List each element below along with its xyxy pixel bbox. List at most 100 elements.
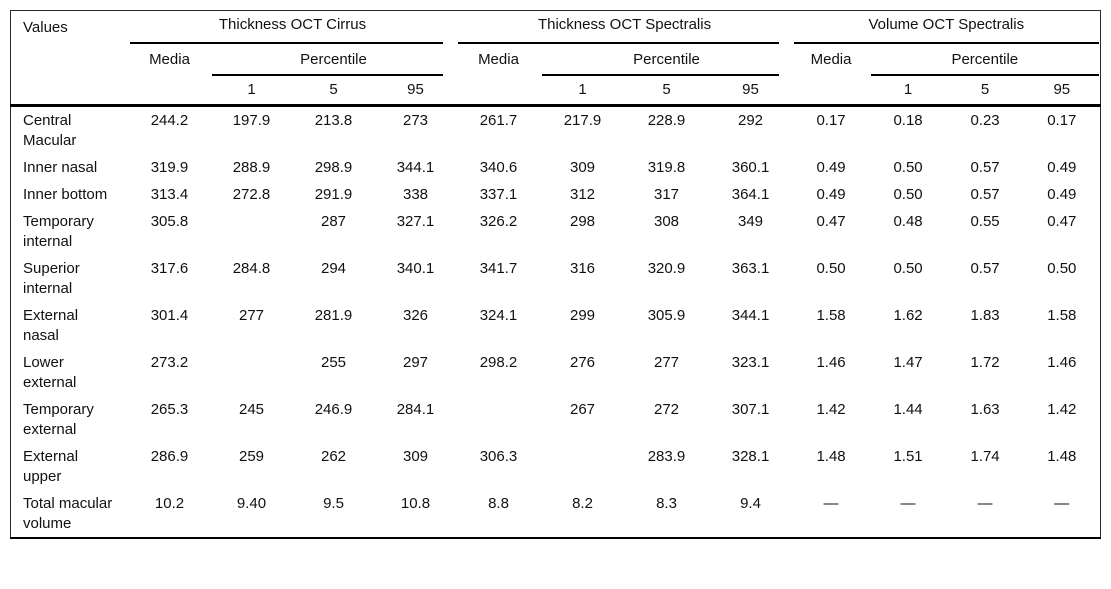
value-cell: 327.1 (396, 213, 435, 230)
table-row: Inner bottom 313.4 272.8 291.9 338 337.1 312 3… (11, 181, 1101, 208)
value-cell: 298.2 (479, 354, 518, 371)
value-cell: 259 (238, 448, 265, 465)
value-cell: 245 (238, 401, 265, 418)
value-cell: 364.1 (731, 186, 770, 203)
table-row: Central Macular 244.2 197.9 213.8 273 261.7 2… (10, 104, 1101, 154)
value-cell: 1.58 (1047, 307, 1077, 324)
value-cell: 267 (569, 401, 596, 418)
value-cell: 316 (569, 260, 596, 277)
table-row: External upper 286.9 259 262 309 306.3 283.9 3… (11, 443, 1101, 490)
value-cell: 0.50 (816, 260, 846, 277)
value-cell: 340.1 (396, 260, 435, 277)
value-cell (211, 349, 293, 396)
value-cell: 0.50 (893, 260, 923, 277)
percentile-col-header: 1 (578, 80, 587, 98)
value-cell: 286.9 (150, 448, 189, 465)
group-header-volume-spectralis: Volume OCT Spectralis (793, 11, 1101, 44)
value-cell: 0.50 (893, 186, 923, 203)
table-row: External nasal 301.4 277 281.9 326 324.1 299 3… (11, 302, 1101, 349)
value-cell: 319.8 (647, 159, 686, 176)
value-cell: 284.8 (232, 260, 271, 277)
media-header-cirrus: Media (149, 50, 190, 68)
oct-measurements-table: Values Thickness OCT Cirrus Thickness OC… (10, 10, 1102, 539)
value-cell: 0.18 (869, 104, 947, 154)
value-cell: 0.47 (1047, 213, 1077, 230)
value-cell: 276 (569, 354, 596, 371)
value-cell: 305.9 (647, 307, 686, 324)
group-title: Thickness OCT Spectralis (537, 15, 712, 33)
group-header-thickness-spectralis: Thickness OCT Spectralis (457, 11, 793, 44)
value-cell: 299 (569, 307, 596, 324)
row-label: External upper (23, 448, 79, 485)
value-cell (541, 443, 625, 490)
value-cell: 1.48 (816, 448, 846, 465)
value-cell: 0.55 (970, 213, 1000, 230)
table-row: Lower external 273.2 255 297 298.2 276 277 323… (11, 349, 1101, 396)
row-label: External nasal (23, 307, 79, 344)
percentile-title: Percentile (300, 50, 367, 68)
header-rule (793, 41, 1100, 44)
value-cell: 0.57 (970, 186, 1000, 203)
value-cell: 0.50 (893, 159, 923, 176)
value-cell: 301.4 (150, 307, 189, 324)
header-row-media-percentile: Media Percentile Media Percentile Media … (11, 44, 1101, 76)
value-cell: 0.17 (1023, 104, 1101, 154)
value-cell: 255 (320, 354, 347, 371)
value-cell: 1.46 (1047, 354, 1077, 371)
percentile-col-header: 95 (742, 80, 759, 98)
value-cell: 272.8 (232, 186, 271, 203)
value-cell: 313.4 (150, 186, 189, 203)
value-cell: 1.74 (970, 448, 1000, 465)
value-cell: 291.9 (314, 186, 353, 203)
percentile-col-header: 1 (247, 80, 256, 98)
value-cell: 312 (569, 186, 596, 203)
value-cell: 197.9 (210, 104, 293, 154)
percentile-header-volume: Percentile (870, 44, 1101, 76)
header-rule (129, 41, 443, 44)
table-row: Superior internal 317.6 284.8 294 340.1 341.… (11, 255, 1101, 302)
row-label: Inner nasal (23, 159, 98, 176)
row-label: Inner bottom (23, 186, 108, 203)
table-body: Central Macular 244.2 197.9 213.8 273 261.7 2… (10, 104, 1101, 539)
header-row-percentile-values: 1 5 95 1 5 95 1 5 95 (11, 76, 1101, 106)
value-cell: 328.1 (731, 448, 770, 465)
value-cell: 272 (653, 401, 680, 418)
value-cell: 9.40 (236, 495, 267, 512)
value-cell: 228.9 (624, 104, 709, 154)
row-label: Temporary internal (23, 213, 94, 250)
value-cell: 273.2 (150, 354, 189, 371)
value-cell: 0.49 (816, 186, 846, 203)
value-cell: 0.49 (1047, 159, 1077, 176)
header-rule (870, 73, 1100, 76)
value-cell: 0.48 (893, 213, 923, 230)
header-rule (457, 41, 779, 44)
value-cell: 0.47 (816, 213, 846, 230)
value-cell: 317.6 (150, 260, 189, 277)
value-cell: 298 (569, 213, 596, 230)
table-row: Total macular volume 10.2 9.40 9.5 10.8 8.8 8… (11, 490, 1101, 538)
value-cell: 305.8 (150, 213, 189, 230)
value-cell: 326.2 (479, 213, 518, 230)
media-header-volume: Media (810, 50, 852, 68)
value-cell: 297 (402, 354, 429, 371)
value-cell: 273 (374, 104, 457, 154)
value-cell: 338 (402, 186, 429, 203)
value-cell: — (977, 495, 993, 512)
value-cell: 10.2 (154, 495, 185, 512)
value-cell: 0.50 (1047, 260, 1077, 277)
value-cell: 0.49 (1047, 186, 1077, 203)
value-cell: 1.42 (1047, 401, 1077, 418)
value-cell (211, 208, 293, 255)
value-cell: 323.1 (731, 354, 770, 371)
value-cell: 0.23 (946, 104, 1024, 154)
row-label: Superior internal (23, 260, 80, 297)
percentile-title: Percentile (951, 50, 1019, 68)
value-cell: 326 (402, 307, 429, 324)
value-cell: 213.8 (292, 104, 375, 154)
row-label: Lower external (23, 354, 77, 391)
value-cell: 217.9 (540, 104, 625, 154)
value-cell: 1.44 (893, 401, 923, 418)
value-cell: 246.9 (314, 401, 353, 418)
value-cell: 317 (653, 186, 680, 203)
